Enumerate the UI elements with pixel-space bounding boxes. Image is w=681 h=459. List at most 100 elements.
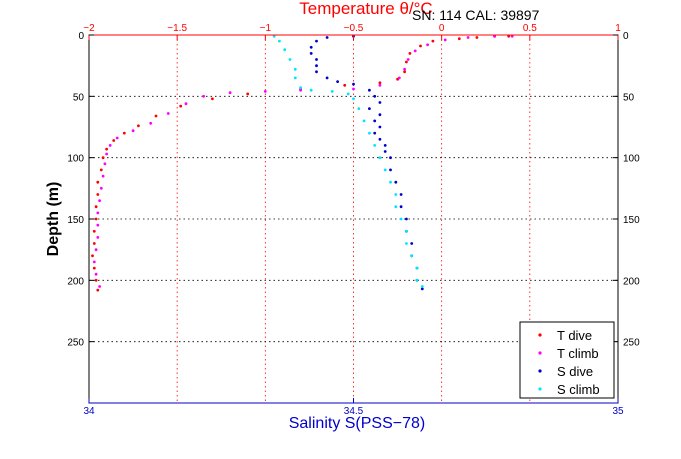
top-axis-tick-label: 1 <box>615 23 621 34</box>
bottom-axis-tick-label: 34.5 <box>344 406 364 417</box>
data-point-t-dive <box>94 278 98 282</box>
data-point-s-dive <box>315 58 318 61</box>
data-point-t-dive <box>112 139 116 142</box>
data-point-s-climb <box>420 285 424 288</box>
data-point-t-climb <box>98 199 101 203</box>
data-point-s-climb <box>346 92 350 96</box>
top-axis-tick-label: 0.5 <box>523 23 537 34</box>
data-point-t-dive <box>101 156 105 160</box>
data-point-s-dive <box>373 119 377 123</box>
data-point-s-dive <box>389 156 392 160</box>
data-point-s-dive <box>309 52 313 55</box>
data-point-t-climb <box>108 144 112 147</box>
data-point-s-dive <box>420 287 424 291</box>
data-point-t-dive <box>154 114 158 118</box>
data-point-s-dive <box>399 205 403 209</box>
data-point-s-climb <box>394 193 398 196</box>
data-point-t-climb <box>352 87 355 91</box>
data-point-t-dive <box>343 83 347 87</box>
data-point-t-dive <box>211 97 214 101</box>
data-point-t-climb <box>184 102 188 106</box>
legend-marker-t-dive <box>538 333 542 337</box>
legend-marker-s-dive <box>538 369 542 373</box>
data-point-s-dive <box>410 242 414 245</box>
data-point-s-dive <box>352 82 355 86</box>
data-point-t-dive <box>91 254 94 258</box>
data-point-t-dive <box>378 81 382 85</box>
legend-label-s-dive: S dive <box>557 364 593 379</box>
data-point-s-climb <box>389 180 392 184</box>
data-point-s-dive <box>378 125 382 129</box>
data-point-s-climb <box>378 156 382 160</box>
data-point-t-climb <box>96 223 100 227</box>
data-point-s-climb <box>293 67 297 71</box>
data-point-s-dive <box>325 76 329 80</box>
data-point-s-dive <box>368 107 371 110</box>
chart-title: Temperature θ/°C <box>299 0 432 18</box>
data-point-s-climb <box>283 48 287 52</box>
data-point-s-dive <box>373 94 377 98</box>
legend-item-s-climb: S climb <box>538 382 600 397</box>
data-point-t-climb <box>443 38 447 42</box>
left-axis-tick-label: 50 <box>73 92 85 103</box>
data-point-t-climb <box>115 136 119 140</box>
data-point-s-climb <box>399 217 403 221</box>
data-point-t-dive <box>431 39 435 43</box>
data-point-s-climb <box>373 144 377 147</box>
series-t-climb <box>92 34 514 288</box>
data-point-s-climb <box>309 88 313 92</box>
legend-box <box>519 321 615 399</box>
data-point-t-dive <box>99 168 103 172</box>
data-point-t-dive <box>403 70 406 74</box>
data-point-t-climb <box>413 49 417 53</box>
data-point-t-climb <box>397 76 401 80</box>
data-point-s-dive <box>325 36 329 39</box>
left-axis-tick-label: 250 <box>67 338 84 349</box>
data-point-s-climb <box>410 254 414 258</box>
data-point-t-climb <box>149 121 153 125</box>
data-point-s-climb <box>357 107 361 110</box>
data-point-s-dive <box>389 168 392 172</box>
data-point-t-climb <box>263 90 267 93</box>
legend-label-s-climb: S climb <box>557 382 600 397</box>
data-point-s-dive <box>309 45 313 49</box>
right-axis-tick-label: 150 <box>623 215 640 226</box>
right-axis-tick-label: 200 <box>623 276 640 287</box>
series-layer <box>91 34 514 292</box>
data-point-t-dive <box>137 124 140 128</box>
legend-marker-s-climb <box>538 387 542 391</box>
top-axis-tick-label: −1.5 <box>167 23 187 34</box>
data-point-s-climb <box>368 131 371 135</box>
data-point-s-dive <box>315 70 318 74</box>
data-point-t-climb <box>202 94 206 98</box>
data-point-s-climb <box>362 119 366 123</box>
right-axis-tick-label: 50 <box>623 92 635 103</box>
data-point-t-climb <box>103 162 107 166</box>
data-point-t-dive <box>405 60 408 64</box>
data-point-t-dive <box>179 104 183 108</box>
data-point-t-climb <box>98 285 101 288</box>
data-point-t-climb <box>406 58 410 61</box>
data-point-t-climb <box>96 211 100 215</box>
data-point-s-dive <box>315 39 318 43</box>
data-point-t-climb <box>105 152 108 156</box>
legend-item-t-climb: T climb <box>538 346 599 361</box>
data-point-s-dive <box>405 217 408 221</box>
data-point-t-dive <box>92 266 96 270</box>
bottom-axis-tick-label: 34 <box>83 406 95 417</box>
left-axis-tick-label: 200 <box>67 276 84 287</box>
data-point-s-dive <box>336 80 339 83</box>
top-axis-tick-label: −2 <box>83 23 95 34</box>
serial-calibration-label: SN: 114 CAL: 39897 <box>412 7 540 23</box>
data-point-t-climb <box>403 67 406 71</box>
legend-label-t-climb: T climb <box>557 346 599 361</box>
legend-item-s-dive: S dive <box>538 364 593 379</box>
data-point-t-dive <box>96 193 100 196</box>
data-point-s-dive <box>383 150 387 153</box>
data-point-t-climb <box>96 236 100 239</box>
data-point-s-dive <box>394 180 398 184</box>
data-point-t-climb <box>426 43 429 47</box>
data-point-s-dive <box>383 144 387 147</box>
data-point-t-climb <box>101 174 105 178</box>
